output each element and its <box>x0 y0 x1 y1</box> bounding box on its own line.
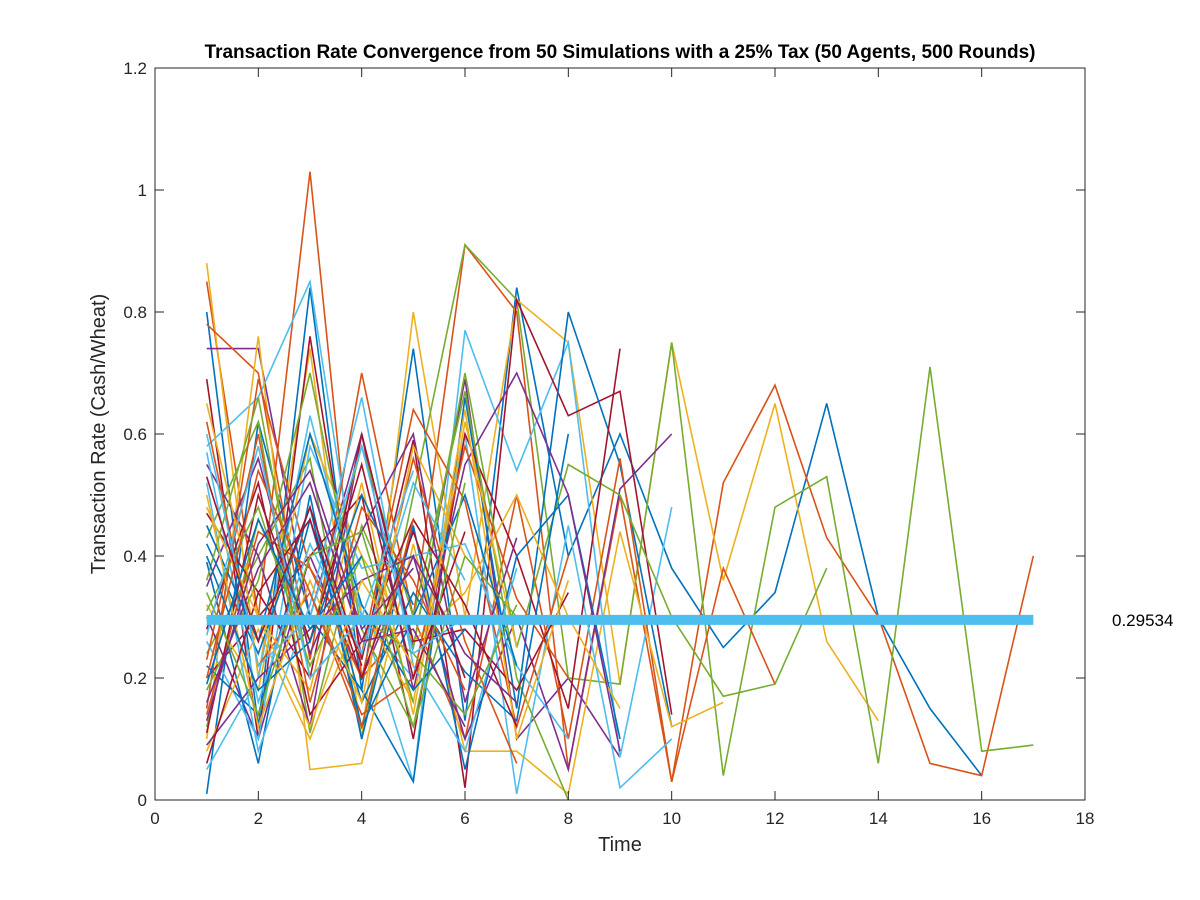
series-line-35 <box>205 461 466 734</box>
series-line-40 <box>205 482 466 728</box>
x-axis-label: Time <box>598 834 642 856</box>
series-line-50 <box>205 517 363 685</box>
series-line-44 <box>205 468 415 730</box>
series-line-23 <box>205 421 569 716</box>
series-line-24 <box>205 409 570 752</box>
y-tick-label: 1.2 <box>123 59 147 78</box>
y-tick-label: 0.2 <box>123 669 147 688</box>
series-line-38 <box>205 443 466 730</box>
series-layer <box>205 171 1035 801</box>
y-tick-label: 0.6 <box>123 425 147 444</box>
series-line-48 <box>205 445 415 680</box>
x-tick-label: 2 <box>254 809 263 828</box>
x-tick-label: 0 <box>150 809 159 828</box>
series-line-47 <box>205 530 415 717</box>
x-tick-label: 16 <box>972 809 991 828</box>
series-line-39 <box>205 480 466 728</box>
series-line-5 <box>205 243 1034 776</box>
series-line-43 <box>205 492 415 692</box>
series-line-27 <box>205 397 518 755</box>
y-tick-label: 1 <box>138 181 147 200</box>
chart-title: Transaction Rate Convergence from 50 Sim… <box>205 42 1036 63</box>
x-axis-ticks: 0 2 4 6 8 10 12 14 16 18 <box>150 68 1094 828</box>
x-tick-label: 4 <box>357 809 366 828</box>
series-line-37 <box>205 433 466 703</box>
y-tick-label: 0 <box>138 791 147 810</box>
plot-area: 0 2 4 6 8 10 12 14 16 18 0 0.2 0.4 0.6 0.8 1 1.2 <box>123 59 1094 828</box>
series-line-1 <box>205 287 983 777</box>
x-tick-label: 6 <box>460 809 469 828</box>
y-axis-label: Transaction Rate (Cash/Wheat) <box>88 294 110 574</box>
x-tick-label: 12 <box>766 809 785 828</box>
x-tick-label: 18 <box>1076 809 1095 828</box>
y-tick-label: 0.8 <box>123 303 147 322</box>
x-tick-label: 14 <box>869 809 888 828</box>
series-line-41 <box>205 433 466 668</box>
x-tick-label: 8 <box>564 809 573 828</box>
x-tick-label: 10 <box>662 809 681 828</box>
mean-value-label: 0.29534 <box>1112 611 1173 630</box>
series-line-46 <box>205 468 414 721</box>
y-tick-label: 0.4 <box>123 547 147 566</box>
y-axis-ticks: 0 0.2 0.4 0.6 0.8 1 1.2 <box>123 59 1085 810</box>
